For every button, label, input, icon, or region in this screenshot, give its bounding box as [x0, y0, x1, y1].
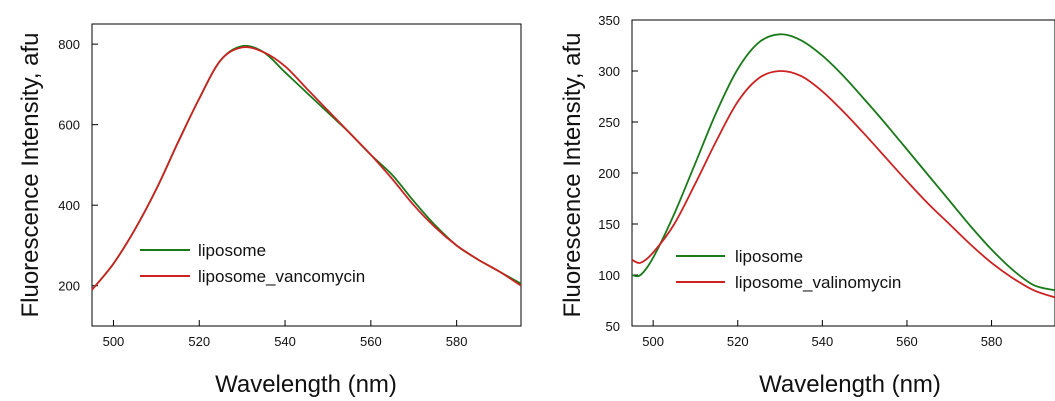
y-tick-label-left: 800 — [58, 37, 80, 52]
x-tick-label-left: 560 — [360, 334, 382, 349]
legend-left: liposome liposome_vancomycin — [140, 241, 365, 286]
x-tick-label-right: 500 — [642, 334, 664, 349]
x-tick-label-right: 540 — [811, 334, 833, 349]
x-tick-label-left: 580 — [446, 334, 468, 349]
x-axis-label-right: Wavelength (nm) — [759, 371, 941, 398]
legend-label-valinomycin: liposome_valinomycin — [735, 273, 901, 292]
y-tick-label-right: 200 — [598, 166, 620, 181]
y-tick-label-right: 350 — [598, 13, 620, 28]
y-tick-label-left: 200 — [58, 279, 80, 294]
x-tick-label-right: 560 — [896, 334, 918, 349]
y-tick-label-right: 300 — [598, 64, 620, 79]
series-group-left — [91, 44, 522, 291]
y-axis-label-left: Fluorescence Intensity, afu — [17, 32, 44, 317]
legend-label-liposome-right: liposome — [735, 247, 803, 266]
series-line-liposome-valinomycin-right — [631, 70, 1055, 299]
series-group-right — [631, 33, 1055, 299]
tick-group-left: 500 520 540 560 580 200 400 600 800 — [58, 37, 467, 349]
chart-left: 500 520 540 560 580 200 400 600 800 liposome lip… — [17, 23, 522, 398]
x-axis-label-left: Wavelength (nm) — [215, 371, 397, 398]
y-tick-label-right: 150 — [598, 217, 620, 232]
legend-right: liposome liposome_valinomycin — [676, 247, 901, 292]
chart-right: 500 520 540 560 580 50 100 150 200 250 300 350 lipo… — [559, 13, 1055, 398]
x-tick-label-left: 540 — [274, 334, 296, 349]
tick-group-right: 500 520 540 560 580 50 100 150 200 250 300 350 — [598, 13, 1002, 349]
y-tick-label-left: 400 — [58, 198, 80, 213]
legend-label-vancomycin: liposome_vancomycin — [198, 267, 365, 286]
legend-label-liposome-left: liposome — [198, 241, 266, 260]
x-tick-label-right: 520 — [727, 334, 749, 349]
series-line-liposome-right — [631, 33, 1055, 292]
y-axis-label-right: Fluorescence Intensity, afu — [559, 32, 586, 317]
y-tick-label-right: 100 — [598, 268, 620, 283]
y-tick-label-left: 600 — [58, 118, 80, 133]
y-tick-label-right: 250 — [598, 115, 620, 130]
x-tick-label-right: 580 — [981, 334, 1003, 349]
x-tick-label-left: 500 — [103, 334, 125, 349]
x-tick-label-left: 520 — [188, 334, 210, 349]
plot-frame-left — [91, 23, 522, 327]
series-line-liposome-vancomycin-left — [91, 46, 522, 291]
series-line-liposome-left — [91, 44, 522, 291]
y-tick-label-right: 50 — [606, 319, 620, 334]
